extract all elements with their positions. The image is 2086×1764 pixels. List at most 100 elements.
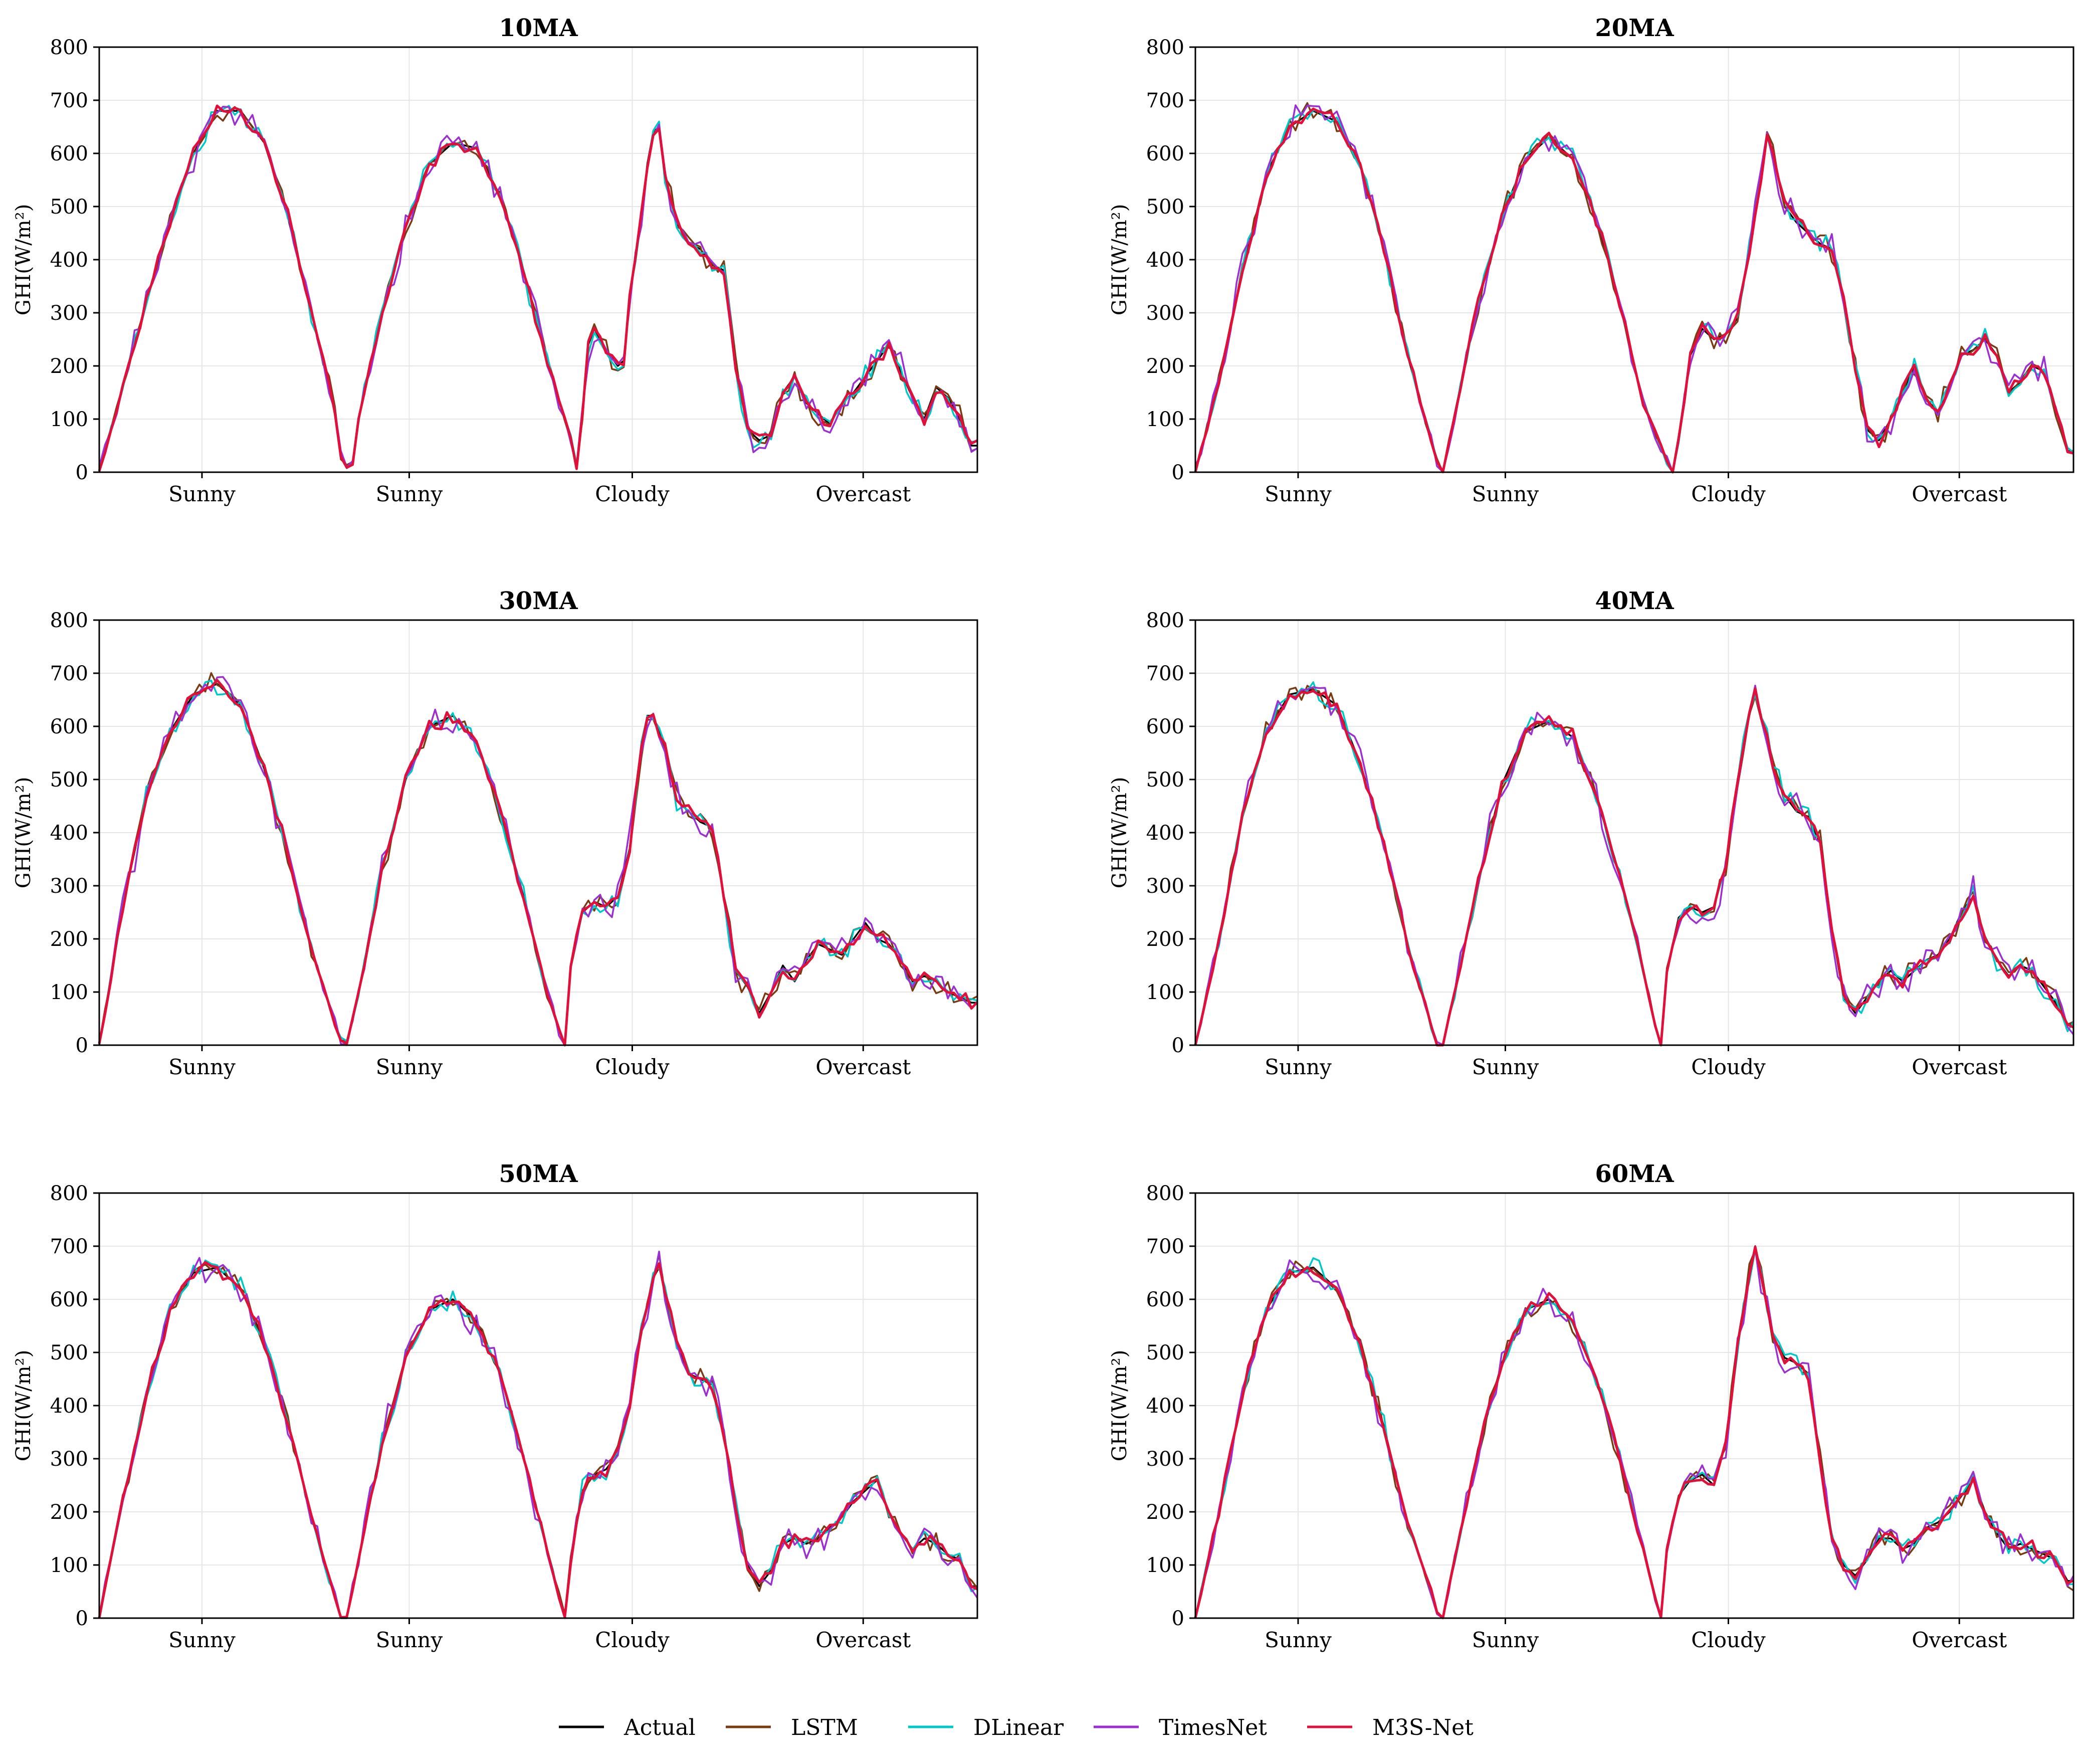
- x-category-label: Cloudy: [1691, 1628, 1766, 1652]
- x-category-label: Sunny: [376, 482, 443, 506]
- x-category-label: Overcast: [1912, 1055, 2007, 1079]
- y-axis-label: GHI(W/m²): [1108, 204, 1131, 315]
- x-category-label: Sunny: [1472, 1055, 1539, 1079]
- y-tick-label: 400: [50, 1395, 88, 1418]
- y-tick-label: 300: [50, 875, 88, 898]
- y-tick-label: 0: [1172, 461, 1184, 484]
- series-line-timesnet: [1194, 684, 2074, 1046]
- panel-title: 60MA: [1595, 1160, 1674, 1188]
- y-tick-label: 700: [50, 89, 88, 112]
- series-line-dlinear: [1194, 1249, 2074, 1619]
- series-line-m3s-net: [1194, 687, 2074, 1047]
- series-line-timesnet: [1194, 1247, 2074, 1619]
- y-tick-label: 700: [1146, 662, 1184, 685]
- y-tick-label: 300: [1146, 875, 1184, 898]
- panel-title: 20MA: [1595, 14, 1674, 42]
- chart-panel-40MA: 0 100 200 300 400 500 600 700 800 Sunny Sunny Cloud…: [1108, 587, 2074, 1079]
- x-category-label: Sunny: [1472, 482, 1539, 506]
- y-tick-label: 0: [76, 1607, 88, 1630]
- x-category-label: Cloudy: [1691, 1055, 1766, 1079]
- series-line-actual: [1194, 1245, 2073, 1619]
- y-tick-label: 100: [1146, 408, 1184, 431]
- series-line-m3s-net: [98, 104, 978, 472]
- y-tick-label: 200: [1146, 355, 1184, 378]
- series-line-actual: [98, 1266, 977, 1619]
- chart-panel-20MA: 0 100 200 300 400 500 600 700 800 Sunny Sunny Cloud…: [1108, 14, 2074, 506]
- x-category-label: Overcast: [815, 1628, 911, 1652]
- y-tick-label: 700: [50, 1235, 88, 1258]
- y-tick-label: 0: [76, 461, 88, 484]
- series-line-lstm: [1194, 685, 2074, 1046]
- x-category-label: Cloudy: [595, 1055, 670, 1079]
- chart-panel-10MA: 0 100 200 300 400 500 600 700 800 Sunny Sunny Cloud…: [12, 14, 978, 506]
- y-tick-label: 600: [50, 1288, 88, 1311]
- series-line-dlinear: [1194, 109, 2074, 473]
- y-tick-label: 700: [1146, 89, 1184, 112]
- y-tick-label: 0: [1172, 1034, 1184, 1057]
- legend-label: Actual: [623, 1715, 696, 1740]
- y-tick-label: 500: [1146, 195, 1184, 219]
- y-tick-label: 400: [50, 249, 88, 272]
- x-category-label: Sunny: [376, 1055, 443, 1079]
- chart-panel-50MA: 0 100 200 300 400 500 600 700 800 Sunny Sunny Cloud…: [12, 1160, 978, 1652]
- x-category-label: Overcast: [815, 482, 911, 506]
- y-tick-label: 300: [1146, 1448, 1184, 1471]
- y-tick-label: 300: [50, 1448, 88, 1471]
- series-line-timesnet: [98, 676, 978, 1046]
- y-tick-label: 500: [50, 1341, 88, 1364]
- y-tick-label: 100: [1146, 1554, 1184, 1577]
- legend-item-actual: Actual: [559, 1715, 696, 1740]
- x-category-label: Overcast: [815, 1055, 911, 1079]
- series-line-lstm: [1194, 102, 2074, 473]
- y-tick-label: 800: [1146, 36, 1184, 59]
- series-line-actual: [98, 110, 977, 473]
- y-tick-label: 200: [1146, 1501, 1184, 1524]
- y-tick-label: 600: [1146, 715, 1184, 738]
- y-tick-label: 400: [1146, 1395, 1184, 1418]
- y-tick-label: 400: [50, 822, 88, 845]
- legend-label: M3S-Net: [1372, 1715, 1474, 1740]
- series-line-timesnet: [98, 1250, 978, 1619]
- series-line-m3s-net: [1194, 1245, 2074, 1620]
- x-category-label: Sunny: [168, 1055, 236, 1079]
- y-tick-label: 0: [1172, 1607, 1184, 1630]
- panel-title: 10MA: [499, 14, 578, 42]
- y-axis-label: GHI(W/m²): [12, 777, 35, 888]
- x-category-label: Sunny: [168, 1628, 236, 1652]
- panel-title: 50MA: [499, 1160, 578, 1188]
- panel-title: 40MA: [1595, 587, 1674, 615]
- legend-label: LSTM: [791, 1715, 858, 1740]
- y-tick-label: 600: [1146, 142, 1184, 165]
- series-line-dlinear: [98, 1259, 978, 1619]
- y-tick-label: 600: [50, 142, 88, 165]
- y-tick-label: 500: [1146, 768, 1184, 792]
- series-line-timesnet: [1194, 104, 2074, 473]
- series-line-actual: [1194, 110, 2073, 473]
- series-line-actual: [98, 683, 977, 1046]
- y-tick-label: 600: [1146, 1288, 1184, 1311]
- series-line-timesnet: [98, 105, 978, 468]
- legend-label: DLinear: [973, 1715, 1064, 1740]
- y-tick-label: 400: [1146, 249, 1184, 272]
- y-tick-label: 100: [50, 981, 88, 1004]
- x-category-label: Cloudy: [595, 1628, 670, 1652]
- y-tick-label: 200: [50, 1501, 88, 1524]
- series-line-m3s-net: [1194, 107, 2074, 474]
- y-tick-label: 600: [50, 715, 88, 738]
- x-category-label: Sunny: [1265, 482, 1332, 506]
- y-tick-label: 400: [1146, 822, 1184, 845]
- y-tick-label: 700: [1146, 1235, 1184, 1258]
- legend-item-lstm: LSTM: [726, 1715, 858, 1740]
- x-category-label: Cloudy: [595, 482, 670, 506]
- x-category-label: Cloudy: [1691, 482, 1766, 506]
- y-tick-label: 100: [50, 408, 88, 431]
- y-axis-label: GHI(W/m²): [12, 204, 35, 315]
- series-line-lstm: [98, 1254, 978, 1619]
- y-tick-label: 200: [50, 928, 88, 951]
- series-line-lstm: [98, 672, 978, 1046]
- y-tick-label: 500: [50, 768, 88, 792]
- series-line-lstm: [1194, 1249, 2074, 1619]
- y-tick-label: 700: [50, 662, 88, 685]
- x-category-label: Sunny: [1265, 1055, 1332, 1079]
